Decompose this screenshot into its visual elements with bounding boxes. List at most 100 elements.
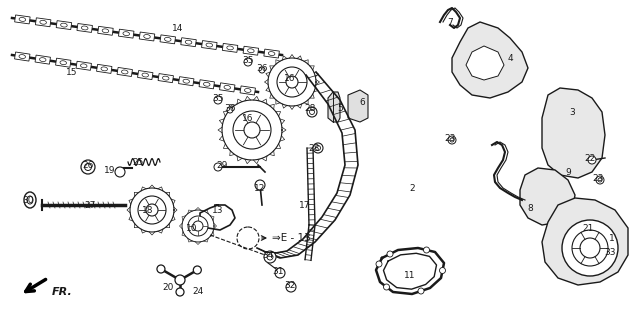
Polygon shape — [199, 80, 215, 89]
Circle shape — [596, 176, 604, 184]
Ellipse shape — [244, 89, 251, 92]
Circle shape — [115, 167, 125, 177]
Text: 28: 28 — [308, 143, 320, 153]
Polygon shape — [264, 49, 279, 58]
Text: 30: 30 — [22, 196, 34, 204]
Circle shape — [214, 96, 222, 104]
Ellipse shape — [123, 32, 130, 36]
Polygon shape — [118, 29, 134, 38]
Text: 23: 23 — [592, 173, 604, 182]
Text: 24: 24 — [192, 287, 204, 297]
Text: 6: 6 — [359, 98, 365, 107]
Polygon shape — [160, 35, 175, 44]
Text: 1: 1 — [609, 234, 615, 243]
Polygon shape — [466, 46, 504, 80]
Polygon shape — [56, 21, 72, 29]
Polygon shape — [97, 64, 112, 73]
Circle shape — [598, 178, 602, 182]
Text: 15: 15 — [66, 68, 78, 76]
Circle shape — [384, 284, 389, 290]
Ellipse shape — [248, 49, 254, 53]
Polygon shape — [181, 38, 196, 47]
Polygon shape — [520, 168, 575, 225]
Polygon shape — [201, 41, 217, 50]
Ellipse shape — [19, 55, 25, 59]
Polygon shape — [542, 198, 628, 285]
Ellipse shape — [24, 192, 36, 208]
Text: 3: 3 — [569, 108, 575, 116]
Circle shape — [255, 180, 265, 190]
Circle shape — [307, 107, 317, 117]
Text: 16: 16 — [284, 74, 296, 83]
Ellipse shape — [268, 52, 275, 56]
Text: 32: 32 — [284, 281, 296, 290]
Text: 7: 7 — [447, 18, 453, 27]
Polygon shape — [117, 68, 132, 76]
Circle shape — [157, 265, 165, 273]
Text: 12: 12 — [254, 183, 266, 193]
Ellipse shape — [82, 26, 88, 30]
Text: 2: 2 — [409, 183, 415, 193]
Text: 35: 35 — [212, 93, 223, 102]
Ellipse shape — [163, 76, 169, 80]
Polygon shape — [35, 18, 51, 27]
Polygon shape — [76, 61, 91, 70]
Polygon shape — [240, 86, 256, 95]
Text: 28: 28 — [304, 103, 316, 113]
Ellipse shape — [39, 58, 46, 61]
Text: 22: 22 — [584, 154, 596, 163]
Text: 10: 10 — [186, 223, 197, 233]
Text: 34: 34 — [262, 251, 273, 260]
Polygon shape — [348, 90, 368, 122]
Ellipse shape — [122, 70, 128, 74]
Ellipse shape — [227, 46, 234, 50]
Polygon shape — [243, 46, 259, 55]
Polygon shape — [328, 92, 340, 122]
Text: 11: 11 — [404, 270, 416, 279]
Text: 17: 17 — [299, 201, 311, 210]
Circle shape — [387, 251, 393, 257]
Ellipse shape — [185, 40, 192, 44]
Text: 31: 31 — [272, 268, 284, 276]
Polygon shape — [56, 58, 71, 67]
Circle shape — [588, 156, 596, 164]
Text: 9: 9 — [565, 167, 571, 177]
Circle shape — [423, 247, 430, 253]
Ellipse shape — [224, 85, 230, 89]
Polygon shape — [97, 26, 113, 35]
Polygon shape — [222, 44, 238, 52]
Ellipse shape — [165, 37, 171, 41]
Text: 25: 25 — [132, 157, 144, 166]
Circle shape — [138, 196, 166, 224]
Polygon shape — [137, 70, 153, 80]
Circle shape — [275, 268, 285, 278]
Circle shape — [233, 111, 271, 149]
Circle shape — [244, 58, 252, 66]
Ellipse shape — [61, 23, 67, 27]
Ellipse shape — [142, 73, 149, 77]
Ellipse shape — [19, 18, 26, 21]
Polygon shape — [220, 83, 235, 92]
Ellipse shape — [101, 67, 108, 71]
Circle shape — [84, 164, 92, 171]
Text: FR.: FR. — [52, 287, 73, 297]
Ellipse shape — [102, 29, 109, 33]
Circle shape — [310, 109, 315, 115]
Text: 26: 26 — [82, 161, 94, 170]
Circle shape — [313, 143, 323, 153]
Circle shape — [286, 282, 296, 292]
Polygon shape — [158, 74, 173, 83]
Text: 19: 19 — [104, 165, 116, 174]
Circle shape — [376, 261, 382, 267]
Polygon shape — [139, 32, 154, 41]
Ellipse shape — [206, 43, 213, 47]
Text: 5: 5 — [337, 103, 343, 113]
Text: 36: 36 — [256, 63, 268, 73]
Text: 29: 29 — [216, 161, 228, 170]
Ellipse shape — [27, 196, 33, 204]
Text: 23: 23 — [444, 133, 456, 142]
Circle shape — [315, 146, 320, 150]
Text: 33: 33 — [605, 247, 616, 257]
Ellipse shape — [60, 61, 66, 65]
Polygon shape — [179, 77, 194, 86]
